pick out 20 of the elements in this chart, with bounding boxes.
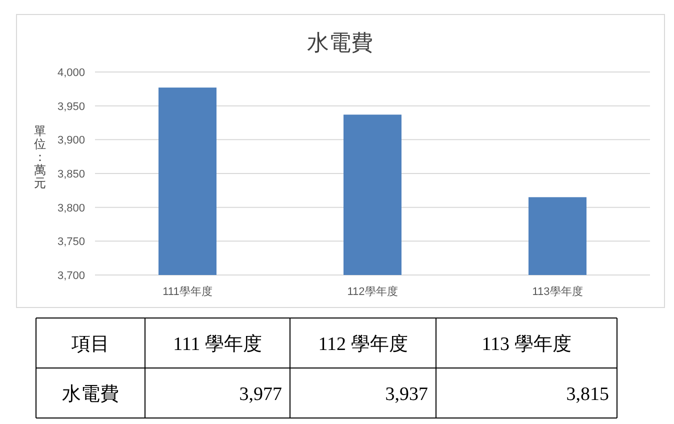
y-axis-title: 單位：萬元 <box>34 124 46 190</box>
y-tick-label: 3,700 <box>57 270 85 282</box>
data-label: 3,937 <box>385 384 428 405</box>
text: 水電費 <box>62 384 119 405</box>
text: 113 學年度 <box>482 333 572 355</box>
data-label: 3,977 <box>239 384 282 405</box>
y-tick-label: 3,850 <box>57 168 85 180</box>
chart-title: 水電費 <box>307 30 373 55</box>
y-tick-label: 3,800 <box>57 202 85 214</box>
text: 111 學年度 <box>173 333 262 355</box>
text: 項目 <box>70 334 110 355</box>
x-tick-label: 113學年度 <box>532 285 583 298</box>
y-tick-label: 3,950 <box>57 100 85 113</box>
x-tick-label: 111學年度 <box>162 285 212 298</box>
x-tick-label: 112學年度 <box>347 285 398 298</box>
y-tick-label: 4,000 <box>57 67 85 79</box>
y-tick-label: 3,750 <box>57 236 85 248</box>
text: 112 學年度 <box>318 333 408 355</box>
data-label: 3,815 <box>566 384 609 405</box>
y-tick-label: 3,900 <box>57 134 85 147</box>
